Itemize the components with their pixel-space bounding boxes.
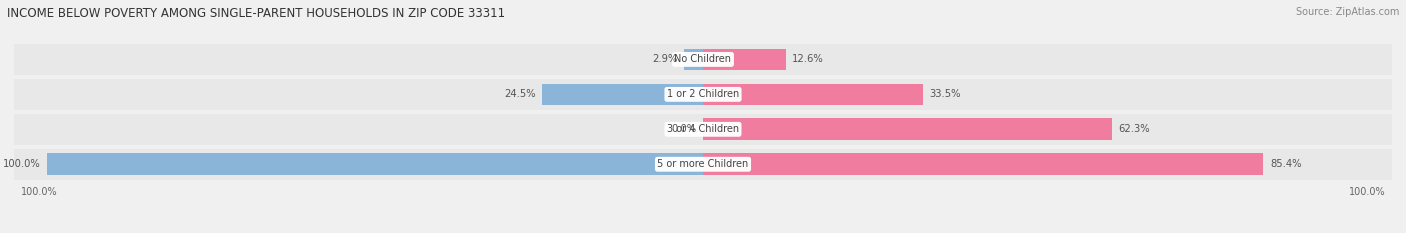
Bar bbox=[543, 83, 703, 105]
Text: INCOME BELOW POVERTY AMONG SINGLE-PARENT HOUSEHOLDS IN ZIP CODE 33311: INCOME BELOW POVERTY AMONG SINGLE-PARENT… bbox=[7, 7, 505, 20]
Text: 12.6%: 12.6% bbox=[792, 55, 824, 64]
Text: 33.5%: 33.5% bbox=[929, 89, 960, 99]
Text: 0.0%: 0.0% bbox=[671, 124, 696, 134]
Text: 3 or 4 Children: 3 or 4 Children bbox=[666, 124, 740, 134]
Bar bbox=[14, 44, 1392, 75]
Text: No Children: No Children bbox=[675, 55, 731, 64]
Bar bbox=[683, 49, 703, 70]
Bar bbox=[703, 118, 1112, 140]
Bar bbox=[703, 83, 922, 105]
Text: 85.4%: 85.4% bbox=[1270, 159, 1302, 169]
Text: 100.0%: 100.0% bbox=[21, 187, 58, 197]
Text: 100.0%: 100.0% bbox=[1348, 187, 1385, 197]
Text: 24.5%: 24.5% bbox=[505, 89, 536, 99]
Bar bbox=[14, 114, 1392, 145]
Text: Source: ZipAtlas.com: Source: ZipAtlas.com bbox=[1295, 7, 1399, 17]
Text: 62.3%: 62.3% bbox=[1118, 124, 1150, 134]
Text: 5 or more Children: 5 or more Children bbox=[658, 159, 748, 169]
Bar bbox=[14, 149, 1392, 180]
Bar bbox=[703, 49, 786, 70]
Text: 100.0%: 100.0% bbox=[3, 159, 41, 169]
Text: 1 or 2 Children: 1 or 2 Children bbox=[666, 89, 740, 99]
Bar bbox=[46, 153, 703, 175]
Text: 2.9%: 2.9% bbox=[652, 55, 678, 64]
Bar bbox=[703, 153, 1264, 175]
Bar bbox=[14, 79, 1392, 110]
